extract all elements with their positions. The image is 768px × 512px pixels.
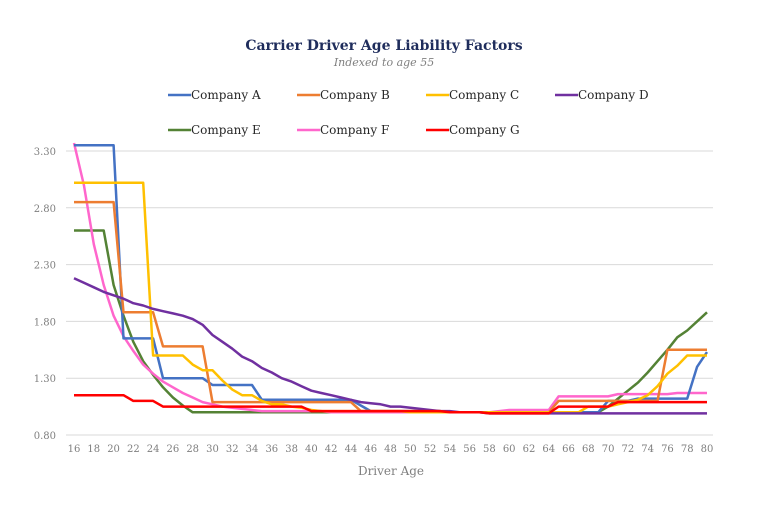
x-tick-label: 48 — [384, 444, 397, 455]
y-axis-ticks: 3.30 2.80 2.30 1.80 1.30 0.80 — [34, 147, 56, 442]
x-tick-label: 34 — [246, 444, 259, 455]
x-tick-label: 58 — [483, 444, 496, 455]
legend-label: Company D — [578, 88, 649, 102]
x-tick-label: 64 — [542, 444, 555, 455]
x-tick-label: 68 — [582, 444, 595, 455]
x-tick-label: 26 — [167, 444, 180, 455]
legend-item: Company F — [297, 123, 389, 137]
x-tick-label: 16 — [68, 444, 81, 455]
legend-label: Company A — [191, 88, 261, 102]
legend-item: Company G — [426, 123, 520, 137]
legend-item: Company C — [426, 88, 519, 102]
x-tick-label: 18 — [87, 444, 100, 455]
series-line-company-g — [74, 393, 707, 415]
x-tick-label: 36 — [265, 444, 278, 455]
x-tick-label: 46 — [364, 444, 377, 455]
x-tick-label: 56 — [463, 444, 476, 455]
legend-label: Company B — [320, 88, 390, 102]
y-tick-label: 3.30 — [34, 147, 56, 158]
series-line-company-b — [74, 200, 707, 414]
series-lines — [72, 142, 709, 415]
legend-label: Company E — [191, 123, 261, 137]
series-line-company-d — [73, 277, 707, 415]
chart-subtitle: Indexed to age 55 — [333, 56, 435, 69]
series-line-company-f — [72, 142, 707, 414]
x-tick-label: 74 — [641, 444, 654, 455]
legend-item: Company E — [168, 123, 261, 137]
legend-label: Company G — [449, 123, 520, 137]
x-tick-label: 60 — [503, 444, 516, 455]
x-tick-label: 32 — [226, 444, 239, 455]
legend-item: Company A — [168, 88, 261, 102]
x-tick-label: 24 — [147, 444, 160, 455]
y-tick-label: 2.30 — [34, 261, 56, 272]
legend-label: Company F — [320, 123, 389, 137]
y-tick-label: 1.80 — [34, 317, 56, 328]
x-axis-ticks: 16 18 20 22 24 26 28 30 32 34 36 38 40 42 44 46 48 50 52 54… — [68, 444, 714, 455]
x-tick-label: 38 — [285, 444, 298, 455]
x-tick-label: 28 — [186, 444, 199, 455]
x-axis-title: Driver Age — [358, 464, 424, 478]
y-tick-label: 2.80 — [34, 204, 56, 215]
x-tick-label: 52 — [424, 444, 437, 455]
legend-item: Company D — [555, 88, 649, 102]
x-tick-label: 22 — [127, 444, 140, 455]
y-tick-label: 1.30 — [34, 374, 56, 385]
x-tick-label: 40 — [305, 444, 318, 455]
x-tick-label: 44 — [345, 444, 358, 455]
series-line-company-a — [74, 144, 709, 414]
x-tick-label: 30 — [206, 444, 219, 455]
chart-title: Carrier Driver Age Liability Factors — [245, 38, 523, 54]
legend-item: Company B — [297, 88, 390, 102]
x-tick-label: 42 — [325, 444, 338, 455]
x-tick-label: 76 — [661, 444, 674, 455]
gridlines — [66, 150, 713, 436]
y-tick-label: 0.80 — [34, 431, 56, 442]
x-tick-label: 50 — [404, 444, 417, 455]
x-tick-label: 72 — [622, 444, 635, 455]
x-tick-label: 20 — [107, 444, 120, 455]
x-tick-label: 78 — [681, 444, 694, 455]
x-tick-label: 66 — [562, 444, 575, 455]
x-tick-label: 70 — [602, 444, 615, 455]
legend-label: Company C — [449, 88, 519, 102]
x-tick-label: 80 — [701, 444, 714, 455]
legend: Company A Company B Company C Company D Comp… — [168, 88, 649, 137]
x-tick-label: 62 — [523, 444, 536, 455]
x-tick-label: 54 — [443, 444, 456, 455]
